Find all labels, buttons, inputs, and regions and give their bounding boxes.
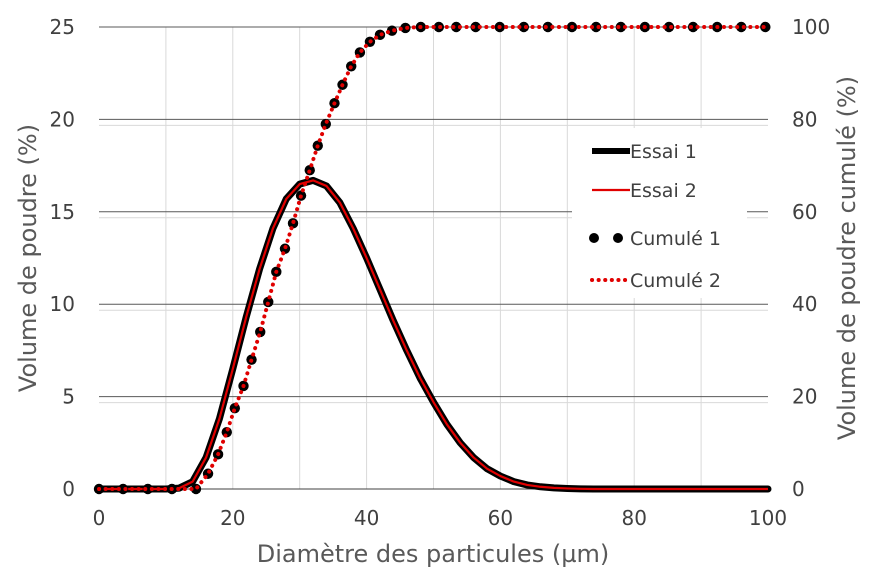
legend-label: Cumulé 1 [630,228,721,250]
y2-tick-label: 60 [792,200,817,224]
y-axis-title: Volume de poudre (%) [14,124,42,392]
cumule-1-point [518,21,530,33]
cumule-1-point [117,483,129,495]
series-cumule-2-line [97,25,768,491]
y-tick-label: 20 [50,107,75,131]
series-layer [93,21,772,495]
legend-background [572,128,747,298]
y-tick-label: 10 [50,292,75,316]
cumule-1-point [470,21,481,33]
series-essai-2-line [99,179,768,491]
cumule-1-point [451,21,462,33]
y-tick-label: 0 [62,477,75,501]
cumule-1-point [687,21,699,33]
y-tick-label: 25 [50,15,75,39]
cumule-1-point [542,21,554,33]
y2-tick-label: 0 [792,477,805,501]
cumule-1-point [736,21,747,33]
x-tick-label: 20 [220,506,245,530]
y2-tick-label: 100 [792,15,830,39]
legend-swatch-cumule-1 [589,233,599,243]
x-tick-label: 100 [749,506,787,530]
x-tick-label: 60 [488,506,513,530]
y2-tick-label: 20 [792,385,817,409]
legend: Essai 1 Essai 2 Cumulé 1 Cumulé 2 [572,128,747,298]
legend-label: Essai 1 [630,141,697,163]
y2-axis-title: Volume de poudre cumulé (%) [833,76,861,440]
y2-tick-label: 40 [792,292,817,316]
x-tick-label: 40 [354,506,379,530]
legend-label: Cumulé 2 [630,270,721,292]
cumule-1-point [590,21,602,33]
legend-label: Essai 2 [630,180,697,202]
y-tick-label: 5 [62,385,75,409]
x-axis-title: Diamètre des particules (µm) [257,540,610,568]
cumule-1-point [663,21,675,33]
y-tick-label: 15 [50,200,75,224]
y2-tick-label: 80 [792,107,817,131]
x-tick-label: 80 [621,506,646,530]
cumule-1-point [142,483,154,495]
legend-swatch-cumule-1 [613,233,623,243]
cumule-1-point [615,21,627,33]
x-tick-label: 0 [93,506,106,530]
